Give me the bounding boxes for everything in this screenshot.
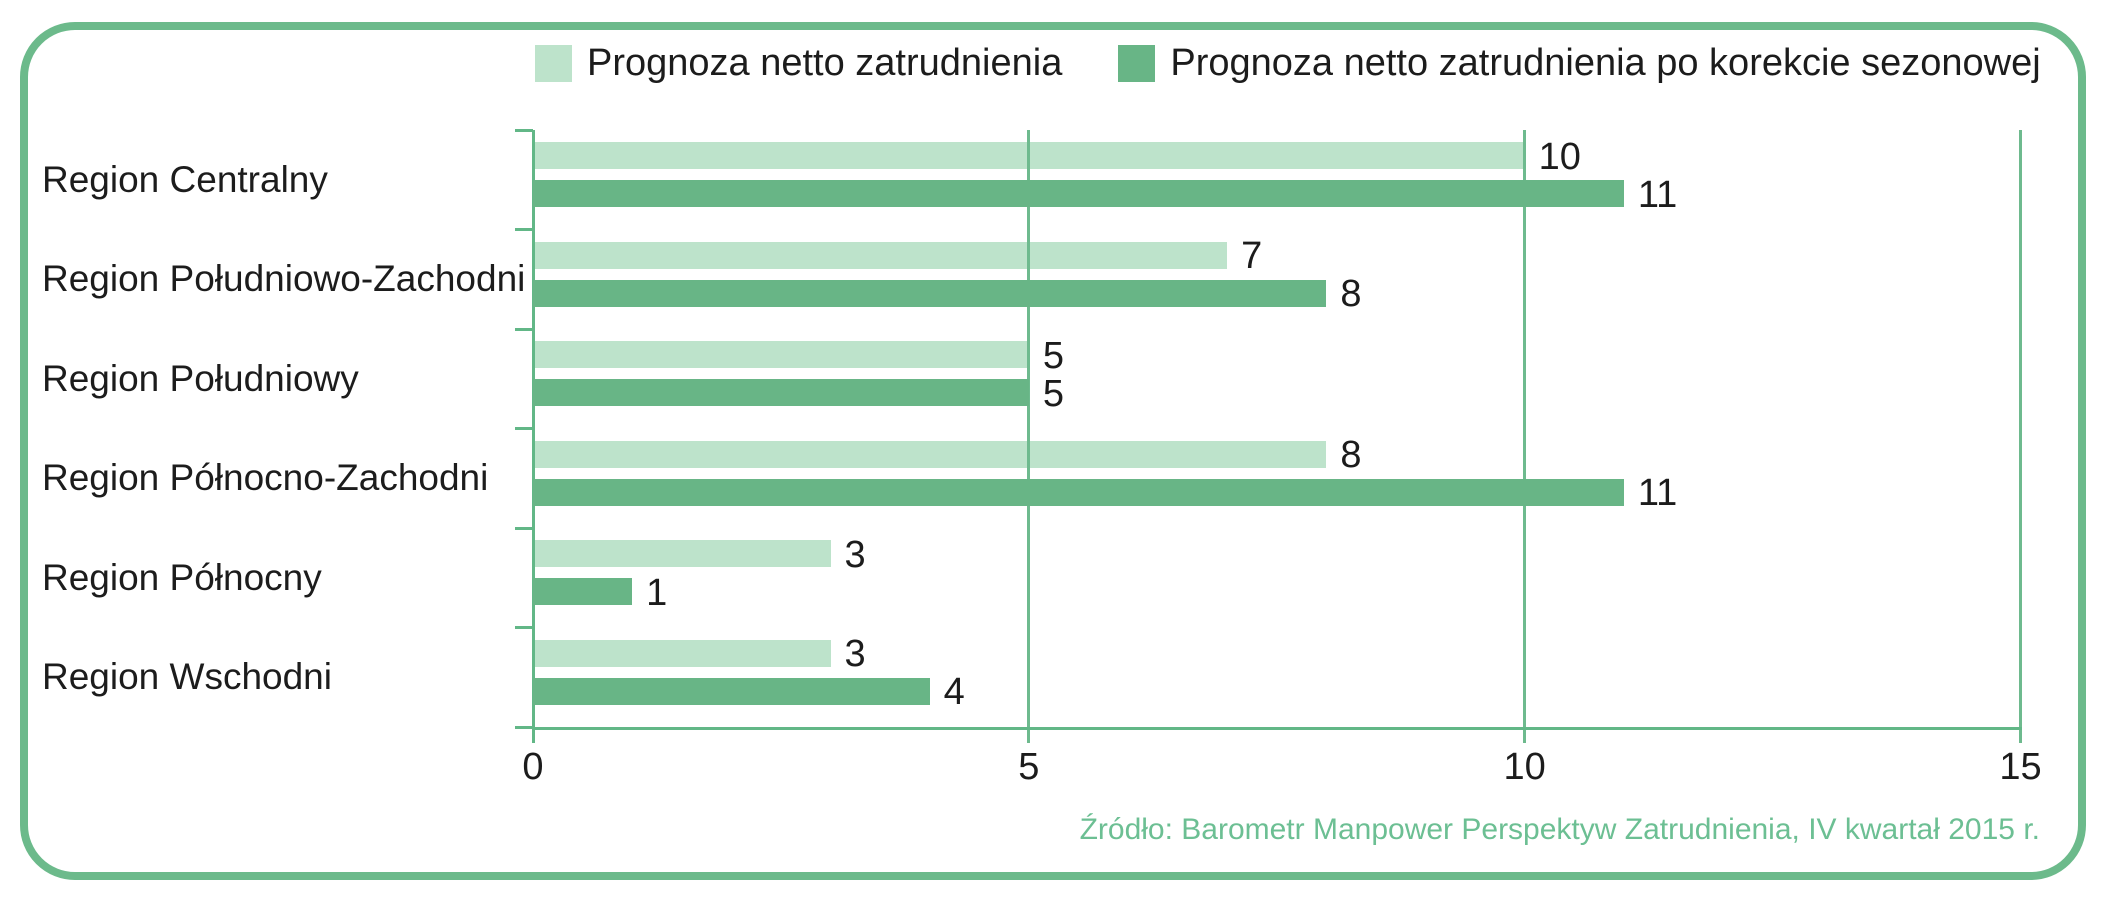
region-label: Region Północno-Zachodni [42, 457, 489, 499]
bar-value-label: 3 [844, 633, 866, 675]
y-axis-group-tick [515, 228, 533, 231]
legend-swatch-icon [1118, 44, 1156, 82]
bar-value-label: 7 [1241, 235, 1263, 277]
bar [533, 677, 930, 705]
bar-value-label: 11 [1637, 472, 1678, 514]
legend-label: Prognoza netto zatrudnienia po korekcie … [1170, 42, 2041, 84]
y-axis-line [531, 130, 535, 743]
x-tick-label: 5 [1018, 746, 1040, 788]
region-label: Region Wschodni [42, 656, 332, 698]
y-axis-group-tick [515, 128, 533, 132]
bar [533, 379, 1029, 406]
legend-swatch-icon [535, 44, 572, 82]
bar [533, 478, 1624, 506]
region-label: Region Centralny [42, 158, 328, 200]
x-tick-label: 10 [1503, 746, 1546, 788]
bar-value-label: 3 [844, 533, 866, 576]
bar [533, 241, 1228, 269]
region-label: Region Południowo-Zachodni [42, 258, 526, 300]
x-axis-line [531, 727, 2022, 730]
bar-value-label: 5 [1042, 372, 1064, 415]
region-label: Region Południowy [42, 357, 359, 399]
region-label: Region Północny [42, 556, 322, 598]
y-axis-group-tick [515, 327, 533, 331]
source-note: Źródło: Barometr Manpower Perspektyw Zat… [1079, 813, 2040, 846]
bar-value-label: 4 [943, 671, 965, 713]
bar [533, 341, 1029, 368]
bar-value-label: 10 [1538, 135, 1581, 178]
bar [533, 440, 1327, 468]
bar [533, 180, 1624, 207]
gridline-x10 [1523, 130, 1527, 743]
bar-value-label: 8 [1340, 434, 1362, 476]
bar [533, 279, 1327, 307]
bar-value-label: 11 [1637, 173, 1678, 216]
bar-value-label: 1 [646, 571, 668, 614]
bar [533, 540, 831, 567]
legend-item: Prognoza netto zatrudnienia [535, 44, 1062, 82]
gridline-x15 [2019, 130, 2022, 743]
chart-legend: Prognoza netto zatrudnienia Prognoza nett… [535, 44, 2041, 82]
gridline-x5 [1027, 130, 1031, 743]
legend-item: Prognoza netto zatrudnienia po korekcie … [1118, 42, 2041, 84]
bar [533, 578, 633, 605]
bar [533, 639, 831, 667]
y-axis-group-tick [515, 725, 533, 729]
y-axis-group-tick [515, 526, 533, 530]
y-axis-group-tick [515, 427, 533, 430]
x-tick-label: 15 [1999, 746, 2042, 788]
bar-value-label: 8 [1340, 273, 1362, 315]
x-tick-label: 0 [522, 746, 544, 788]
y-axis-group-tick [515, 626, 533, 629]
legend-label: Prognoza netto zatrudnienia [587, 42, 1063, 84]
bar-value-label: 5 [1042, 334, 1064, 377]
